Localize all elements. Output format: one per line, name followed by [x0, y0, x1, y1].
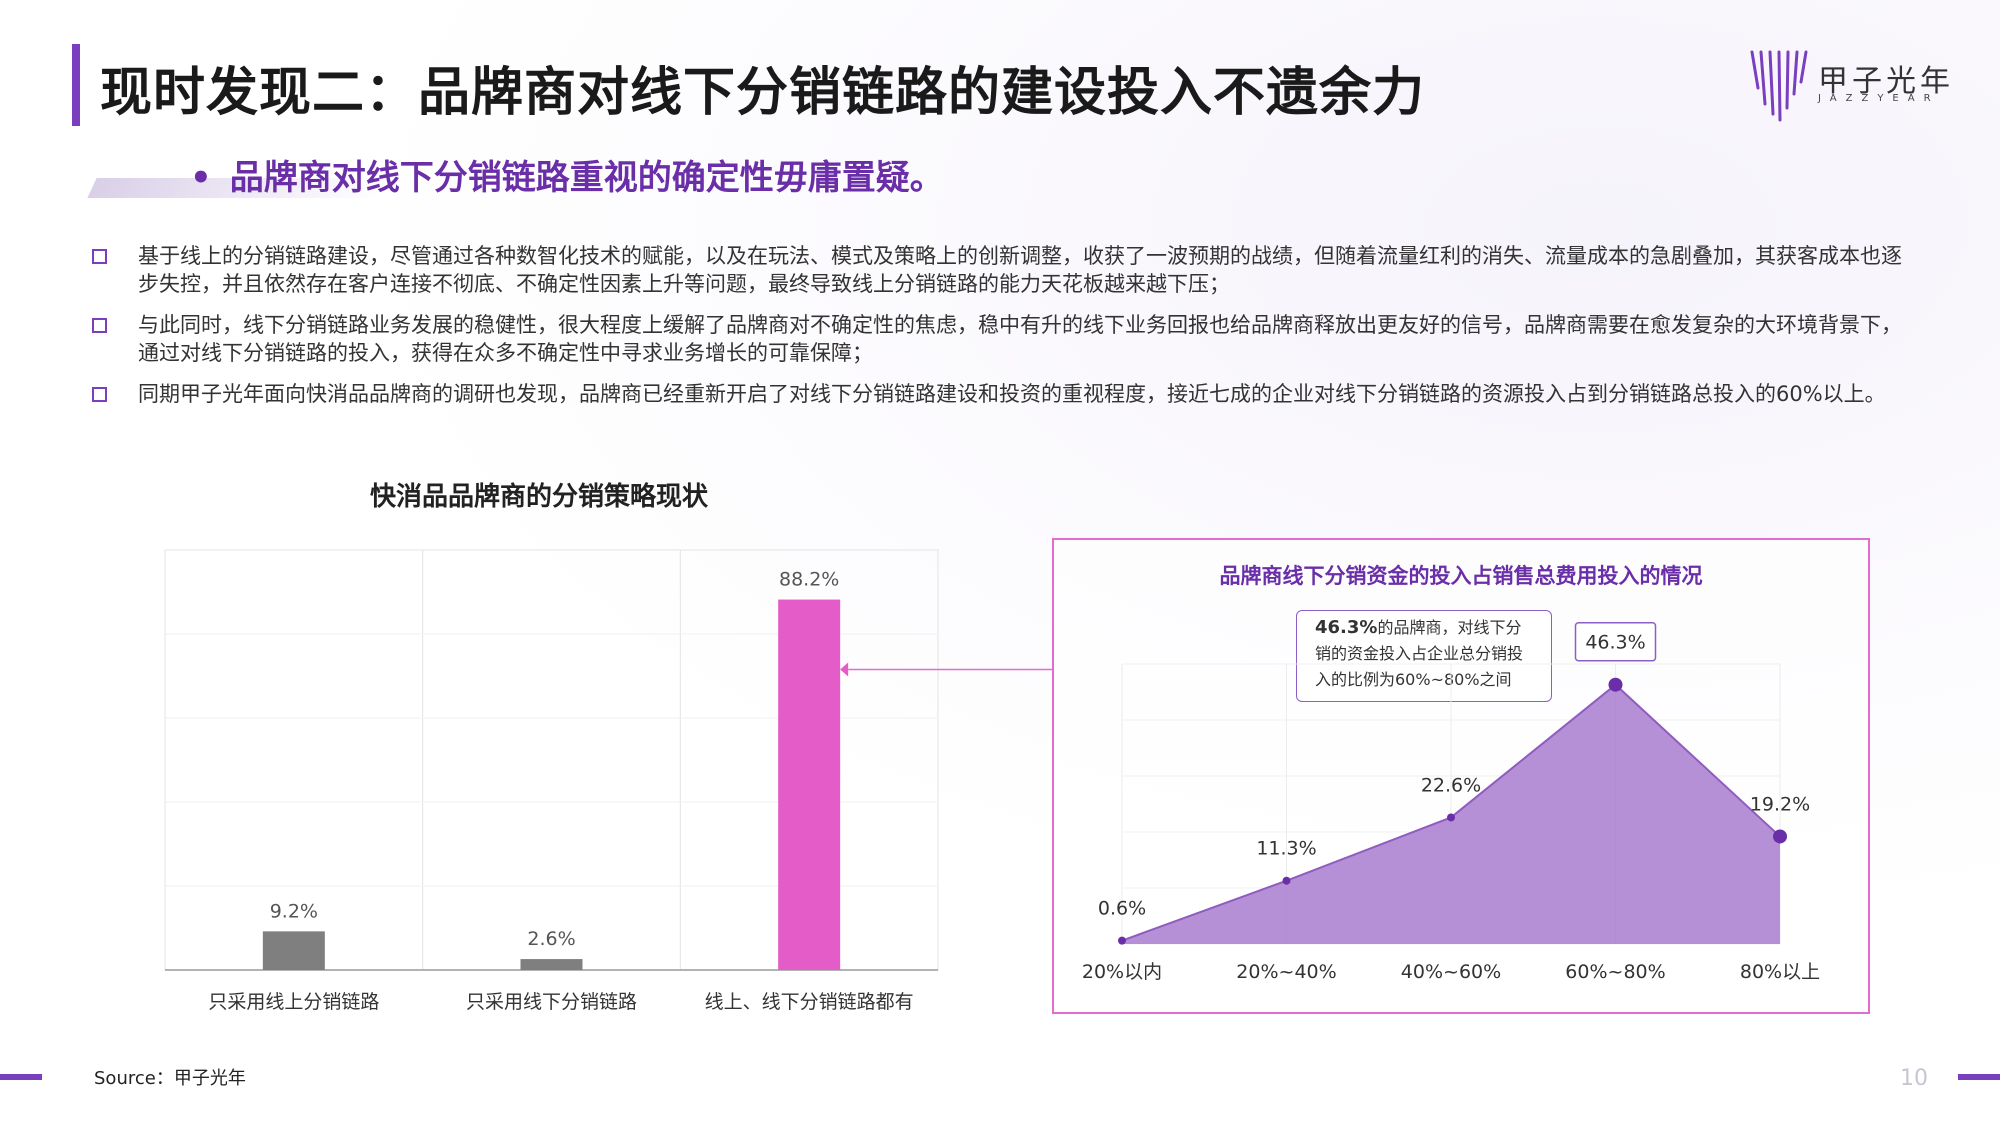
source-note: Source：甲子光年	[94, 1068, 246, 1089]
bar-value-label: 88.2%	[779, 569, 839, 591]
bullet-text: 基于线上的分销链路建设，尽管通过各种数智化技术的赋能，以及在玩法、模式及策略上的…	[138, 244, 1902, 296]
bar-chart-title: 快消品品牌商的分销策略现状	[370, 482, 709, 512]
callout-highlight: 46.3%	[1315, 617, 1378, 638]
x-tick-label: 只采用线上分销链路	[208, 991, 379, 1013]
logo-text: 甲子光年	[1818, 64, 1954, 99]
square-bullet-icon	[92, 387, 107, 402]
title-accent-bar	[72, 44, 80, 126]
page-title: 现时发现二：品牌商对线下分销链路的建设投入不遗余力	[100, 63, 1426, 123]
bullet-item: 同期甲子光年面向快消品品牌商的调研也发现，品牌商已经重新开启了对线下分销链路建设…	[92, 380, 1902, 408]
logo-subtext: JAZZYEAR	[1818, 93, 1940, 104]
subtitle-text: 品牌商对线下分销链路重视的确定性毋庸置疑。	[229, 158, 944, 198]
x-tick-label: 只采用线下分销链路	[466, 991, 637, 1013]
callout-text-2: 销的资金投入占企业总分销投	[1315, 644, 1524, 663]
page-number: 10	[1900, 1066, 1928, 1091]
bar	[520, 959, 583, 970]
bullet-text: 同期甲子光年面向快消品品牌商的调研也发现，品牌商已经重新开启了对线下分销链路建设…	[138, 382, 1886, 406]
callout-text-1: 的品牌商，对线下分	[1377, 618, 1522, 637]
logo-icon	[1750, 50, 1808, 122]
corner-accent-right	[1958, 1074, 2000, 1080]
bullet-item: 基于线上的分销链路建设，尽管通过各种数智化技术的赋能，以及在玩法、模式及策略上的…	[92, 242, 1902, 298]
area-chart-panel: 品牌商线下分销资金的投入占销售总费用投入的情况 46.3%的品牌商，对线下分 销…	[1052, 538, 1870, 1014]
callout-text-3: 入的比例为60%~80%之间	[1315, 670, 1512, 689]
bullet-text: 与此同时，线下分销链路业务发展的稳健性，很大程度上缓解了品牌商对不确定性的焦虑，…	[138, 313, 1902, 365]
connector-arrow	[840, 662, 849, 677]
bar-value-label: 2.6%	[527, 928, 575, 950]
bar	[262, 931, 325, 970]
subtitle: • 品牌商对线下分销链路重视的确定性毋庸置疑。	[190, 150, 944, 199]
bar-value-label: 9.2%	[270, 900, 318, 922]
square-bullet-icon	[92, 249, 107, 264]
area-chart-title: 品牌商线下分销资金的投入占销售总费用投入的情况	[1219, 564, 1703, 588]
x-tick-label: 线上、线下分销链路都有	[705, 991, 914, 1013]
bullet-list: 基于线上的分销链路建设，尽管通过各种数智化技术的赋能，以及在玩法、模式及策略上的…	[92, 242, 1902, 421]
corner-accent-left	[0, 1074, 42, 1080]
annotation-callout: 46.3%的品牌商，对线下分 销的资金投入占企业总分销投 入的比例为60%~80…	[1296, 610, 1552, 702]
bullet-dot: •	[190, 158, 212, 198]
bullet-item: 与此同时，线下分销链路业务发展的稳健性，很大程度上缓解了品牌商对不确定性的焦虑，…	[92, 311, 1902, 367]
square-bullet-icon	[92, 318, 107, 333]
bar	[778, 599, 841, 970]
